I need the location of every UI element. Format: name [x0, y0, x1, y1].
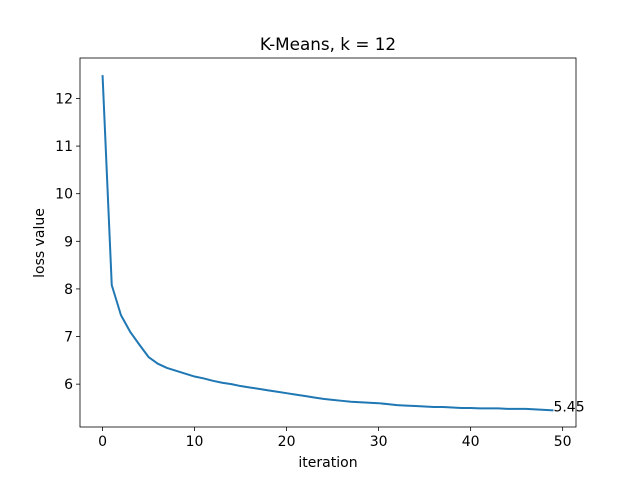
x-tick-label: 30 — [370, 434, 388, 450]
y-tick-label: 11 — [55, 139, 73, 155]
y-tick-label: 6 — [64, 377, 73, 393]
chart-title: K-Means, k = 12 — [260, 34, 396, 54]
y-tick-label: 8 — [64, 282, 73, 298]
x-axis-label: iteration — [298, 455, 357, 471]
y-tick-label: 12 — [55, 91, 73, 107]
y-axis-ticks: 6 7 8 9 10 11 12 — [55, 91, 80, 393]
y-tick-label: 10 — [55, 187, 73, 203]
x-tick-label: 0 — [98, 434, 107, 450]
x-tick-label: 50 — [554, 434, 572, 450]
plot-area-frame — [79, 57, 577, 428]
y-tick-label: 9 — [64, 234, 73, 250]
annotations: 5.45 — [553, 399, 584, 415]
loss-series-points — [103, 75, 554, 410]
x-tick-label: 10 — [186, 434, 204, 450]
x-tick-label: 40 — [462, 434, 480, 450]
y-tick-label: 7 — [64, 330, 73, 346]
x-axis-ticks: 0 10 20 30 40 50 — [98, 427, 572, 450]
loss-series-line — [101, 75, 554, 412]
y-axis-label: loss value — [32, 208, 48, 278]
x-tick-label: 20 — [278, 434, 296, 450]
final-value-label: 5.45 — [553, 399, 584, 415]
